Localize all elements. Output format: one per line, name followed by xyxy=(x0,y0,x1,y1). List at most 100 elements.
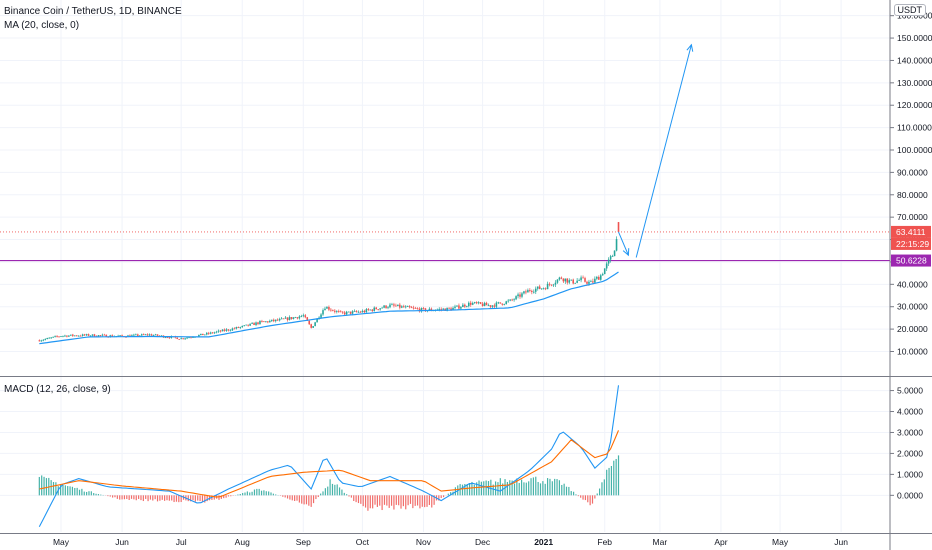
candle-body xyxy=(280,318,283,320)
candle-body xyxy=(99,335,102,336)
candle-body xyxy=(83,334,86,336)
candle-body xyxy=(349,311,352,314)
time-tick-label: 2021 xyxy=(534,537,553,547)
histogram-bar xyxy=(386,495,388,506)
macd-tick-label: 0.0000 xyxy=(897,490,923,500)
candle-body xyxy=(284,317,287,319)
candle-body xyxy=(460,307,462,309)
symbol-legend[interactable]: Binance Coin / TetherUS, 1D, BINANCE xyxy=(4,6,182,17)
candle-body xyxy=(345,311,348,315)
candle-body xyxy=(611,256,614,257)
histogram-bar xyxy=(395,495,397,505)
histogram-bar xyxy=(516,478,518,496)
candle-body xyxy=(594,278,596,283)
histogram-bar xyxy=(168,495,170,501)
histogram-bar xyxy=(530,478,532,496)
time-tick-label: May xyxy=(53,537,70,547)
candle-body xyxy=(227,329,230,331)
histogram-bar xyxy=(580,495,582,498)
signal-line xyxy=(39,430,620,498)
histogram-bar xyxy=(426,495,428,507)
candle-body xyxy=(568,280,571,283)
histogram-bar xyxy=(258,488,260,496)
histogram-bar xyxy=(130,495,133,499)
candle-body xyxy=(475,302,478,304)
histogram-bar xyxy=(556,479,558,496)
time-tick-label: Apr xyxy=(714,537,727,547)
candle-body xyxy=(330,309,332,311)
macd-line xyxy=(38,385,620,528)
candle-body xyxy=(66,335,68,337)
histogram-bar xyxy=(97,494,100,496)
histogram-bar xyxy=(60,485,62,496)
candle-body xyxy=(584,278,586,282)
histogram-bar xyxy=(256,488,258,496)
candle-body xyxy=(576,280,578,283)
candle-body xyxy=(91,334,94,336)
candle-body xyxy=(365,309,368,313)
histogram-bar xyxy=(270,492,272,496)
candle-body xyxy=(225,329,228,331)
histogram-bar xyxy=(272,493,274,496)
time-tick-label: Mar xyxy=(653,537,668,547)
candle-body xyxy=(81,334,84,336)
candle-body xyxy=(385,305,387,308)
candle-body xyxy=(229,330,232,332)
candle-body xyxy=(58,336,60,338)
candle-body xyxy=(548,283,551,285)
candle-body xyxy=(121,335,123,337)
histogram-bar xyxy=(265,491,267,496)
candle-body xyxy=(272,319,275,322)
candle-body xyxy=(204,334,206,336)
histogram-bar xyxy=(338,487,341,496)
candle-body xyxy=(402,306,405,308)
candle-body xyxy=(184,338,186,340)
histogram-bar xyxy=(268,491,270,496)
candle-body xyxy=(578,280,580,282)
candle-body xyxy=(615,239,618,251)
candle-body xyxy=(304,315,307,318)
histogram-bar xyxy=(376,495,378,507)
candle-body xyxy=(300,316,303,317)
candle-body xyxy=(231,328,234,331)
candle-body xyxy=(296,317,299,319)
histogram-bar xyxy=(355,495,357,503)
histogram-bar xyxy=(561,484,563,496)
histogram-bar xyxy=(227,495,230,497)
candle-body xyxy=(586,281,588,284)
candle-body xyxy=(572,279,574,284)
candle-body xyxy=(467,302,470,307)
histogram-bar xyxy=(147,495,149,502)
candle-body xyxy=(341,311,344,313)
histogram-bar xyxy=(140,495,142,501)
histogram-bar xyxy=(159,495,161,501)
candle-body xyxy=(529,290,531,291)
histogram-bar xyxy=(405,495,407,510)
candle-body xyxy=(336,311,338,312)
currency-badge[interactable]: USDT xyxy=(893,4,926,16)
histogram-bar xyxy=(67,486,69,496)
histogram-bar xyxy=(587,495,589,503)
histogram-bar xyxy=(161,495,163,500)
candle-body xyxy=(359,311,362,313)
candle-body xyxy=(381,307,383,309)
histogram-bar xyxy=(473,484,475,496)
time-axis[interactable]: May Jun Jul Aug Sep Oct Nov Dec 2021 Feb Mar Apr May… xyxy=(53,537,848,547)
candle-body xyxy=(200,333,202,336)
macd-legend[interactable]: MACD (12, 26, close, 9) xyxy=(4,384,111,395)
histogram-bar xyxy=(450,492,452,496)
histogram-bar xyxy=(544,483,546,496)
macd-lines xyxy=(38,385,620,528)
histogram-bar xyxy=(353,495,355,502)
candle-body xyxy=(397,304,399,307)
candle-body xyxy=(464,304,466,307)
histogram-bar xyxy=(171,495,173,501)
projection-arrow[interactable] xyxy=(618,43,694,258)
histogram-bar xyxy=(62,484,64,496)
candle-body xyxy=(68,335,70,337)
candle-body xyxy=(523,291,525,294)
histogram-bar xyxy=(478,480,480,496)
ma-legend[interactable]: MA (20, close, 0) xyxy=(4,20,79,31)
